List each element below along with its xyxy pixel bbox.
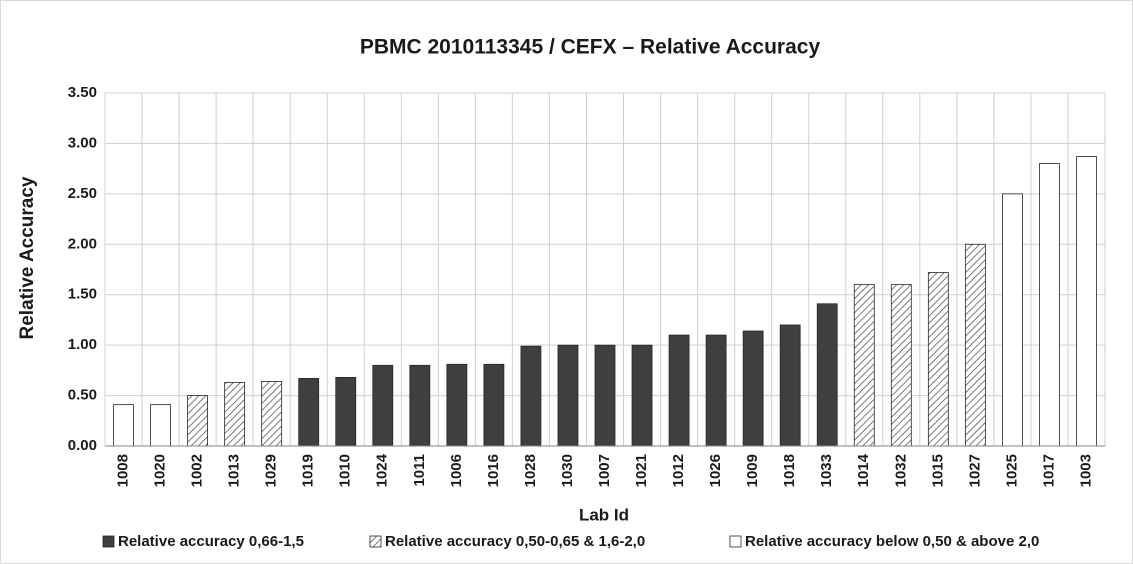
x-tick-label: 1011 — [411, 454, 428, 487]
bar — [113, 404, 134, 447]
bar — [1039, 163, 1060, 447]
bar — [779, 324, 801, 447]
bar — [150, 404, 171, 447]
x-tick-label: 1021 — [633, 454, 650, 487]
x-tick-label: 1014 — [855, 453, 872, 487]
x-tick-label: 1029 — [263, 454, 280, 487]
y-tick-label: 1.50 — [68, 286, 97, 303]
x-tick-label: 1007 — [596, 454, 613, 487]
legend-label: Relative accuracy 0,50-0,65 & 1,6-2,0 — [385, 533, 645, 550]
chart-title: PBMC 2010113345 / CEFX – Relative Accura… — [360, 36, 821, 59]
y-tick-label: 2.50 — [68, 185, 97, 202]
x-axis-label: Lab Id — [579, 505, 629, 524]
x-tick-label: 1012 — [670, 454, 687, 487]
x-tick-label: 1030 — [559, 454, 576, 487]
x-tick-label: 1002 — [189, 454, 206, 487]
bar — [1002, 193, 1023, 447]
bar — [1076, 156, 1097, 447]
bar — [261, 381, 283, 447]
bar — [483, 363, 505, 447]
bar — [631, 344, 653, 447]
bar — [594, 344, 616, 447]
y-tick-label: 1.00 — [68, 336, 97, 353]
bar — [705, 334, 727, 447]
bar — [742, 330, 764, 447]
bar — [668, 334, 690, 447]
x-tick-label: 1026 — [707, 454, 724, 487]
x-tick-label: 1010 — [337, 454, 354, 487]
legend-marker — [102, 535, 115, 548]
bar — [409, 364, 431, 447]
x-tick-label: 1019 — [300, 454, 317, 487]
x-tick-label: 1033 — [818, 454, 835, 487]
bar — [964, 243, 986, 447]
x-tick-label: 1024 — [374, 453, 391, 487]
bar — [816, 303, 838, 447]
bar — [927, 272, 949, 447]
bar — [224, 382, 246, 447]
x-tick-label: 1009 — [744, 454, 761, 487]
x-tick-label: 1032 — [892, 454, 909, 487]
y-tick-label: 0.00 — [68, 437, 97, 454]
x-tick-label: 1008 — [114, 454, 131, 487]
x-tick-label: 1028 — [522, 454, 539, 487]
bar — [187, 395, 208, 447]
bar — [520, 345, 542, 447]
x-tick-label: 1018 — [781, 454, 798, 487]
x-tick-label: 1013 — [226, 454, 243, 487]
bar — [557, 344, 579, 447]
bar — [446, 363, 468, 447]
x-tick-label: 1006 — [448, 454, 465, 487]
bar — [335, 377, 357, 447]
y-tick-label: 3.00 — [68, 134, 97, 151]
x-tick-label: 1025 — [1003, 454, 1020, 487]
legend-marker — [369, 535, 382, 548]
legend-label: Relative accuracy 0,66-1,5 — [118, 533, 304, 550]
x-tick-label: 1017 — [1040, 454, 1057, 487]
y-tick-label: 3.50 — [68, 84, 97, 101]
legend-marker — [729, 535, 742, 548]
legend-label: Relative accuracy below 0,50 & above 2,0 — [745, 533, 1039, 550]
bar — [890, 284, 912, 447]
y-tick-label: 2.00 — [68, 235, 97, 252]
x-tick-label: 1016 — [485, 454, 502, 487]
x-tick-label: 1027 — [966, 454, 983, 487]
x-tick-label: 1015 — [929, 454, 946, 487]
x-tick-label: 1020 — [152, 454, 169, 487]
y-tick-label: 0.50 — [68, 387, 97, 404]
bar — [298, 378, 320, 447]
bar — [853, 284, 875, 447]
x-tick-label: 1003 — [1077, 454, 1094, 487]
bar — [372, 364, 394, 447]
y-axis-label: Relative Accuracy — [17, 176, 38, 339]
